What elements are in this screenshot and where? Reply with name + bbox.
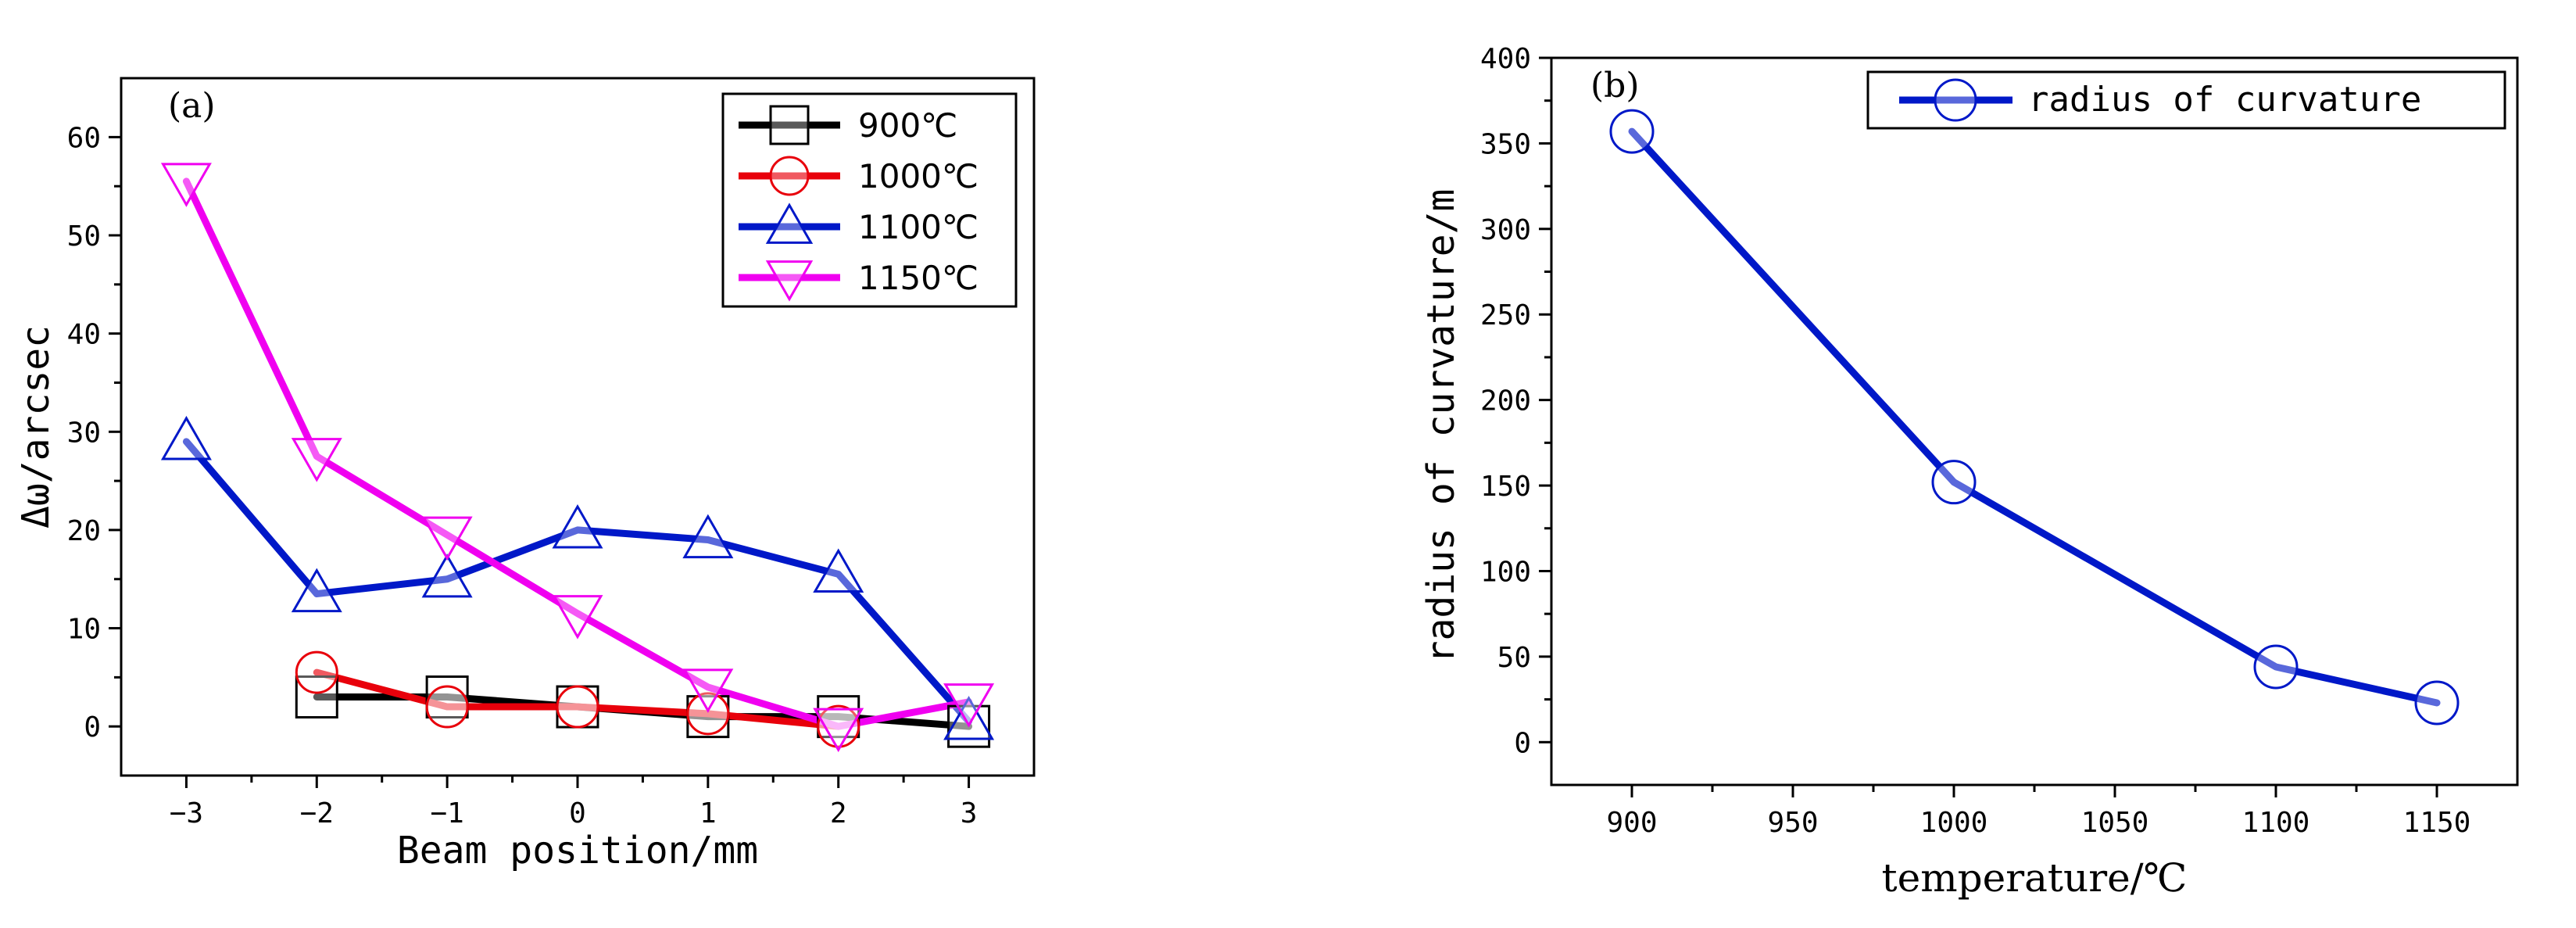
panel-b-legend: radius of curvature (1866, 70, 2506, 130)
panel-b-ticks: 900 950 1000 1050 1100 1150 0 50 100 150 200 250 300… (1480, 43, 2470, 839)
x-tick-label: −3 (170, 797, 203, 829)
data-point-series-3 (552, 595, 603, 640)
series-line-2 (182, 438, 973, 726)
data-point-series-0 (2414, 680, 2460, 726)
legend-label-0: 900℃ (858, 106, 957, 145)
x-tick-label: 900 (1606, 807, 1657, 839)
x-tick-label: 1100 (2242, 807, 2310, 839)
y-tick-label: 50 (67, 220, 101, 253)
y-tick-label: 250 (1480, 299, 1531, 331)
series-line-1 (313, 668, 843, 730)
data-point-series-2 (682, 514, 734, 559)
panel-b-frame (1550, 56, 2519, 786)
panel-b-xlabel: temperature/℃ (1882, 855, 2188, 901)
legend-label-0: radius of curvature (2028, 80, 2421, 120)
y-tick-label: 350 (1480, 128, 1531, 160)
y-tick-label: 10 (67, 614, 101, 646)
data-point-series-0 (295, 675, 338, 718)
panel-a-xlabel: Beam position/mm (397, 829, 758, 872)
legend-marker-3 (765, 260, 814, 302)
y-tick-label: 150 (1480, 471, 1531, 503)
data-point-series-1 (817, 704, 860, 748)
y-tick-label: 400 (1480, 43, 1531, 75)
y-tick-label: 300 (1480, 214, 1531, 246)
data-point-series-3 (291, 438, 342, 482)
x-tick-label: 0 (569, 797, 586, 829)
panel-a-ylabel: Δω/arcsec (14, 325, 58, 528)
legend-label-3: 1150℃ (858, 259, 979, 297)
data-point-series-3 (421, 516, 473, 561)
data-point-series-3 (943, 683, 995, 728)
data-point-series-0 (1609, 109, 1655, 154)
y-tick-label: 200 (1480, 385, 1531, 417)
data-point-series-2 (160, 415, 212, 460)
x-tick-label: 1 (699, 797, 717, 829)
x-tick-label: 1000 (1920, 807, 1988, 839)
y-tick-label: 20 (67, 515, 101, 547)
y-tick-label: 0 (1514, 727, 1531, 759)
data-point-series-1 (686, 692, 730, 736)
legend-marker-2 (765, 202, 814, 244)
data-point-series-2 (813, 548, 864, 593)
data-point-series-3 (160, 163, 212, 207)
series-line-0 (1628, 127, 2441, 707)
x-tick-label: −2 (300, 797, 334, 829)
data-point-series-2 (421, 553, 473, 598)
legend-marker-1 (769, 156, 810, 196)
x-tick-label: 3 (961, 797, 978, 829)
x-tick-label: 950 (1767, 807, 1818, 839)
y-tick-label: 50 (1497, 642, 1531, 674)
legend-marker-0 (769, 105, 810, 145)
panel-b-ylabel: radius of curvature/m (1419, 189, 1463, 664)
data-point-series-1 (556, 685, 599, 729)
panel-b: 900 950 1000 1050 1100 1150 0 50 100 150 200 250 300… (1419, 43, 2519, 901)
data-point-series-0 (1931, 460, 1977, 505)
panel-a-markers (160, 163, 995, 753)
y-tick-label: 60 (67, 122, 101, 154)
data-point-series-2 (291, 568, 342, 613)
data-point-series-2 (943, 695, 995, 740)
data-point-series-3 (682, 668, 734, 713)
x-tick-label: 1050 (2081, 807, 2149, 839)
data-point-series-1 (295, 650, 338, 694)
data-point-series-2 (552, 504, 603, 549)
data-point-series-1 (425, 685, 469, 729)
panel-b-label: (b) (1590, 66, 1640, 106)
legend-marker-0 (1934, 78, 1977, 122)
x-tick-label: 2 (830, 797, 847, 829)
panel-a-series-lines (182, 177, 973, 730)
x-tick-label: −1 (430, 797, 463, 829)
panel-b-markers (1609, 109, 2460, 726)
legend-label-1: 1000℃ (858, 157, 979, 195)
data-point-series-0 (2253, 644, 2299, 690)
y-tick-label: 30 (67, 417, 101, 449)
data-point-series-0 (425, 675, 469, 718)
x-tick-label: 1150 (2403, 807, 2471, 839)
data-point-series-3 (813, 708, 864, 753)
y-tick-label: 100 (1480, 556, 1531, 588)
series-line-3 (182, 177, 973, 730)
y-tick-label: 0 (84, 711, 101, 743)
panel-b-series-lines (1628, 127, 2441, 707)
panel-a-label: (a) (168, 86, 216, 126)
legend-label-2: 1100℃ (858, 208, 979, 246)
panel-a-legend: 900℃ 1000℃ 1100℃ 1150℃ (721, 92, 1018, 308)
y-tick-label: 40 (67, 319, 101, 351)
